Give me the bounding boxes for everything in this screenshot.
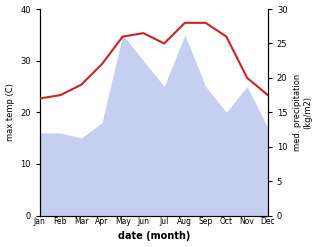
- Y-axis label: max temp (C): max temp (C): [5, 83, 15, 141]
- X-axis label: date (month): date (month): [118, 231, 190, 242]
- Y-axis label: med. precipitation
(kg/m2): med. precipitation (kg/m2): [293, 74, 313, 151]
